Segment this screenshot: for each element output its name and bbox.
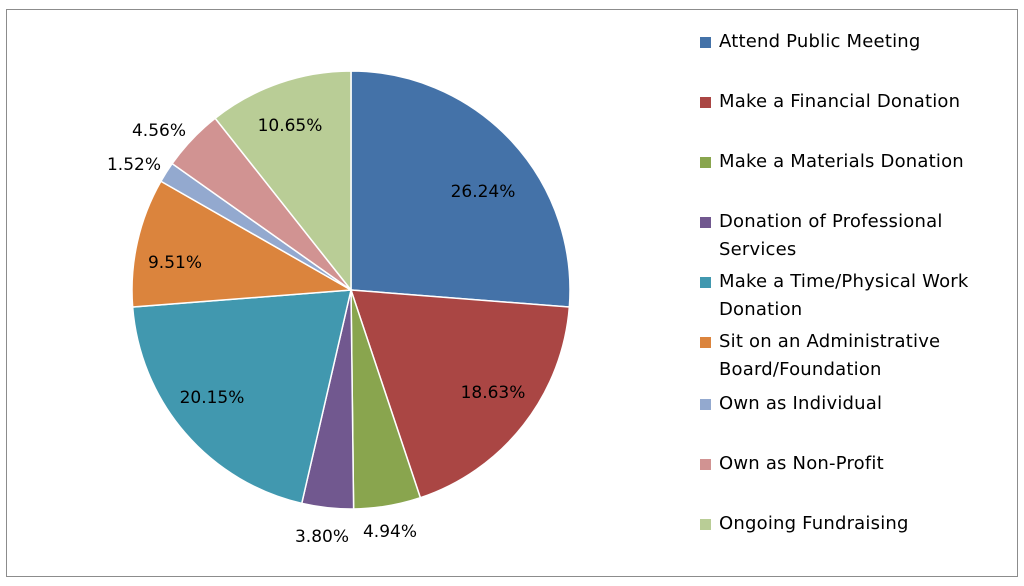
legend-swatch: [700, 217, 711, 228]
legend-swatch: [700, 459, 711, 470]
legend-label-line: Sit on an Administrative: [719, 331, 941, 352]
legend-item: Own as Individual: [700, 390, 1010, 418]
pie-slice-make-a-financial-donation: [349, 289, 571, 499]
data-label: 4.94%: [363, 522, 417, 542]
data-label: 1.52%: [107, 155, 161, 175]
legend-label-line: Donation: [719, 299, 803, 320]
legend-label-line: Board/Foundation: [719, 359, 882, 380]
legend-swatch: [700, 97, 711, 108]
legend-swatch: [700, 337, 711, 348]
legend-label-line: Ongoing Fundraising: [719, 513, 909, 534]
legend-label-line: Own as Individual: [719, 393, 883, 414]
data-label: 18.63%: [461, 383, 526, 403]
pie-slice-ongoing-fundraising: [214, 70, 352, 293]
legend-label-line: Services: [719, 239, 797, 260]
legend-label: Attend Public Meeting: [719, 28, 921, 56]
legend-swatch: [700, 157, 711, 168]
legend-label-line: Make a Financial Donation: [719, 91, 961, 112]
legend-item: Make a Financial Donation: [700, 88, 1010, 116]
legend-label: Make a Time/Physical Work Donation: [719, 268, 969, 324]
data-label: 10.65%: [258, 116, 323, 136]
legend-label-line: Make a Materials Donation: [719, 151, 964, 172]
legend-label: Own as Non-Profit: [719, 450, 884, 478]
data-label: 20.15%: [180, 388, 245, 408]
data-label: 3.80%: [295, 527, 349, 547]
pie-slice-attend-public-meeting: [350, 70, 571, 308]
data-label: 26.24%: [451, 182, 516, 202]
legend-label-line: Make a Time/Physical Work: [719, 271, 969, 292]
legend-label: Own as Individual: [719, 390, 882, 418]
legend-item: Own as Non-Profit: [700, 450, 1010, 478]
legend-label: Ongoing Fundraising: [719, 510, 909, 538]
legend-swatch: [700, 277, 711, 288]
data-labels: 26.24% 18.63% 4.94% 3.80% 20.15% 9.51% 1.52% 4.…: [107, 116, 525, 547]
legend-label: Donation of Professional Services: [719, 208, 943, 264]
legend-item: Ongoing Fundraising: [700, 510, 1010, 538]
legend-item: Make a Materials Donation: [700, 148, 1010, 176]
legend-swatch: [700, 519, 711, 530]
legend-item: Sit on an Administrative Board/Foundation: [700, 328, 1010, 384]
legend-label: Make a Materials Donation: [719, 148, 964, 176]
legend-swatch: [700, 399, 711, 410]
legend-item: Attend Public Meeting: [700, 28, 1010, 56]
pie-slice-sit-on-an-administrative-board-foundation: [131, 180, 354, 308]
legend-swatch: [700, 37, 711, 48]
legend-label-line: Donation of Professional: [719, 211, 943, 232]
legend-item: Make a Time/Physical Work Donation: [700, 268, 1010, 324]
legend-label: Make a Financial Donation: [719, 88, 960, 116]
pie-slices: [131, 70, 571, 510]
data-label: 4.56%: [132, 121, 186, 141]
data-label: 9.51%: [148, 253, 202, 273]
legend-label-line: Own as Non-Profit: [719, 453, 884, 474]
legend-label-line: Attend Public Meeting: [719, 31, 921, 52]
legend-item: Donation of Professional Services: [700, 208, 1010, 264]
legend-label: Sit on an Administrative Board/Foundation: [719, 328, 940, 384]
pie-slice-make-a-time-physical-work-donation: [131, 289, 352, 505]
